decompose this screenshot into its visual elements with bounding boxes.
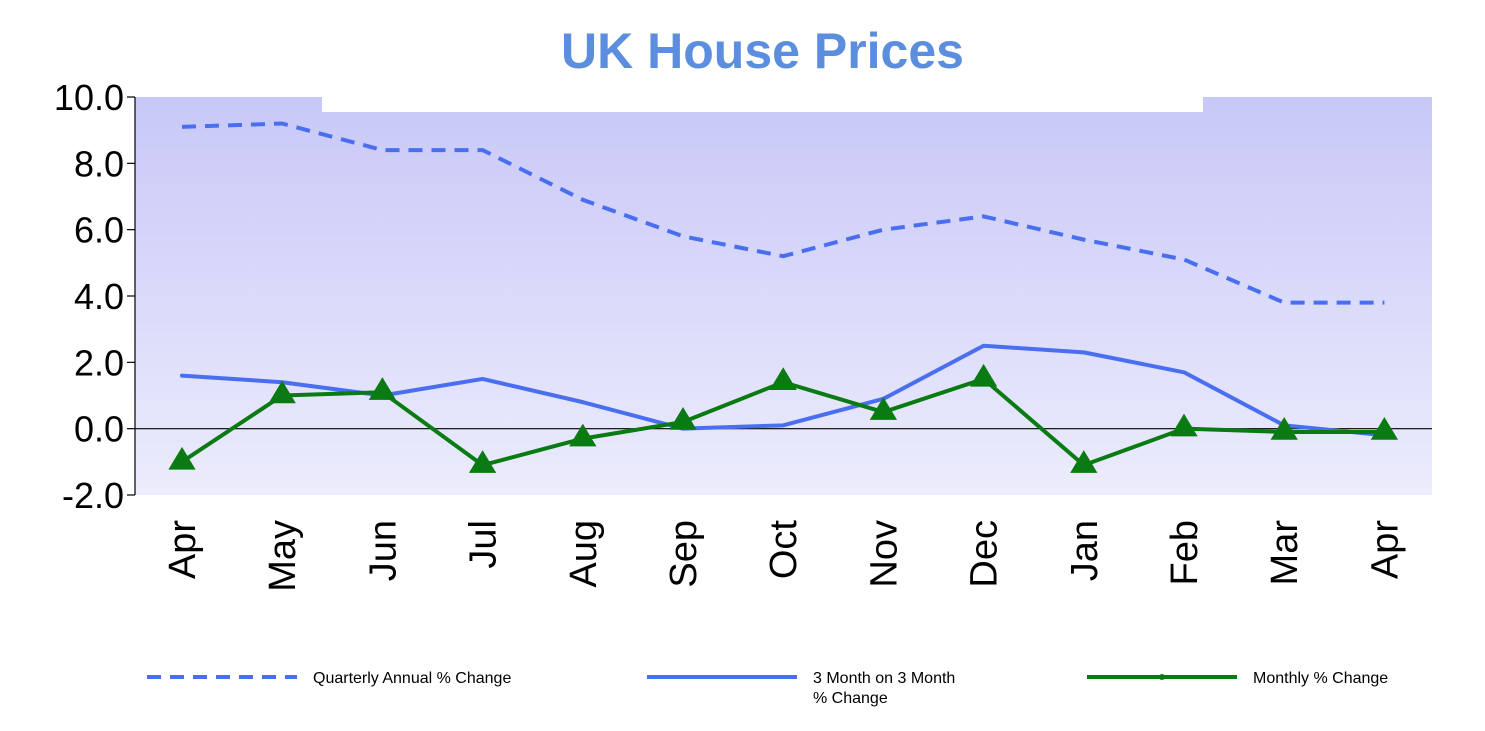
data-point-marker	[168, 446, 196, 470]
legend: Quarterly Annual % Change 3 Month on 3 Mo…	[147, 670, 1388, 707]
x-tick-label: Feb	[1164, 520, 1206, 585]
x-tick-label: Jun	[362, 520, 404, 581]
x-tick-label: Aug	[563, 520, 605, 588]
x-tick-label: Jul	[463, 520, 505, 569]
data-point-marker	[1270, 416, 1298, 440]
legend-label-1: Quarterly Annual % Change	[313, 670, 511, 687]
x-tick-label: Nov	[863, 520, 905, 588]
series-lines	[168, 121, 1399, 473]
y-tick-label: -2.0	[62, 475, 124, 516]
data-point-marker	[1370, 416, 1399, 440]
legend-marker	[1159, 674, 1165, 680]
x-tick-label: May	[262, 520, 304, 592]
legend-label-2: 3 Month on 3 Month	[813, 670, 955, 687]
data-point-marker	[1170, 413, 1198, 437]
data-point-marker	[569, 423, 597, 447]
plot-area	[135, 97, 1432, 495]
y-tick-label: 2.0	[74, 342, 124, 383]
y-tick-label: 8.0	[74, 143, 124, 184]
data-point-marker	[969, 363, 998, 387]
y-tick-label: 0.0	[74, 409, 124, 450]
x-tick-label: Jan	[1064, 520, 1106, 581]
x-tick-label: Apr	[1364, 520, 1406, 579]
data-point-marker	[468, 450, 497, 473]
y-axis-ticks: 10.0 8.0 6.0 4.0 2.0 0.0 -2.0	[54, 77, 124, 516]
legend-label-3: Monthly % Change	[1253, 670, 1388, 687]
chart-title: UK House Prices	[561, 23, 964, 79]
x-axis-ticks: Apr May Jun Jul Aug Sep Oct Nov Dec Jan Feb Mar Apr	[162, 520, 1406, 592]
data-point-marker	[268, 380, 296, 404]
data-point-marker	[869, 397, 898, 420]
data-point-marker	[1070, 450, 1098, 473]
x-tick-label: Sep	[663, 520, 705, 588]
x-tick-label: Mar	[1264, 520, 1306, 586]
data-point-marker	[669, 407, 697, 430]
y-tick-label: 10.0	[54, 77, 124, 118]
legend-label-2: % Change	[813, 690, 888, 707]
x-tick-label: Apr	[162, 520, 204, 579]
plot-background	[135, 97, 1432, 495]
x-tick-label: Dec	[964, 520, 1006, 588]
series-line-1	[181, 121, 1385, 305]
y-tick-label: 6.0	[74, 210, 124, 251]
plot-header-notch	[322, 97, 1203, 112]
x-tick-label: Oct	[763, 520, 805, 580]
data-point-marker	[368, 377, 397, 400]
y-tick-label: 4.0	[74, 276, 124, 317]
data-point-marker	[769, 367, 797, 390]
